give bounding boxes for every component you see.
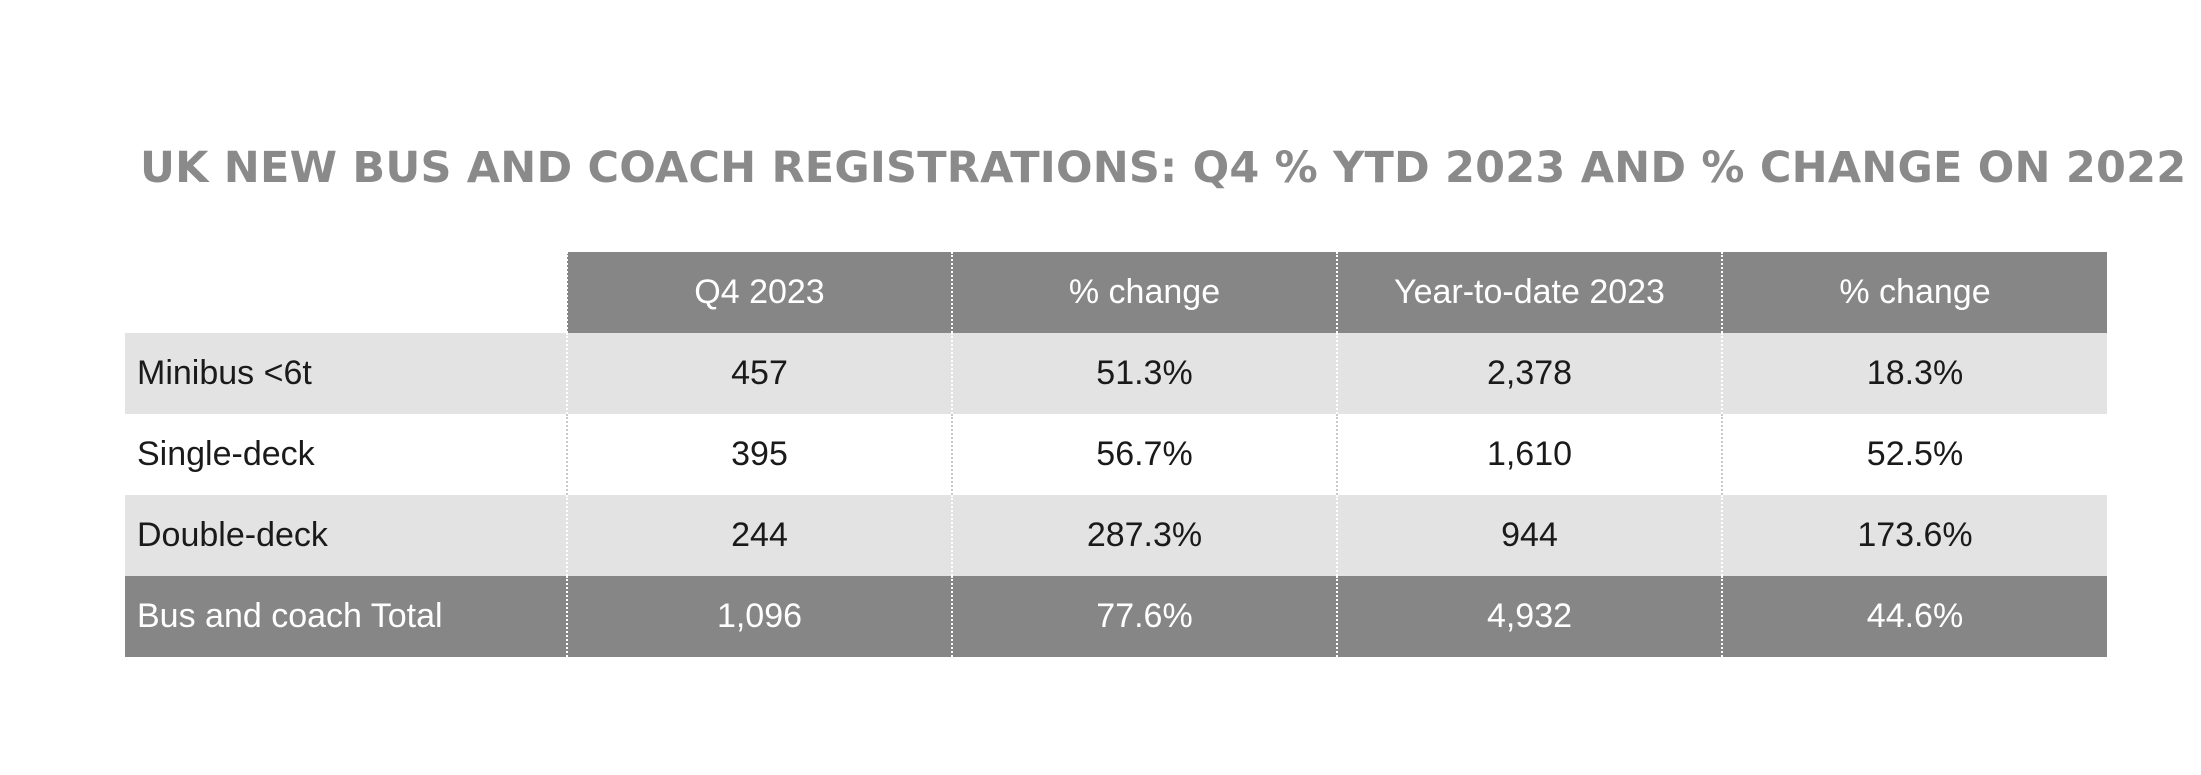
cell-ytd-percent-change: 18.3% <box>1721 333 2107 414</box>
total-row-label: Bus and coach Total <box>125 576 567 657</box>
row-label: Single-deck <box>125 414 567 495</box>
cell-q4-2023: 395 <box>566 414 952 495</box>
cell-q4-percent-change: 56.7% <box>951 414 1337 495</box>
header-ytd-2023: Year-to-date 2023 <box>1336 252 1722 333</box>
page-title: UK NEW BUS AND COACH REGISTRATIONS: Q4 %… <box>140 143 2187 193</box>
header-empty-cell <box>125 252 567 333</box>
total-ytd-2023: 4,932 <box>1336 576 1722 657</box>
header-q4-2023: Q4 2023 <box>566 252 952 333</box>
cell-ytd-percent-change: 52.5% <box>1721 414 2107 495</box>
cell-ytd-percent-change: 173.6% <box>1721 495 2107 576</box>
registrations-table: Q4 2023 % change Year-to-date 2023 % cha… <box>125 252 2107 657</box>
cell-q4-2023: 244 <box>566 495 952 576</box>
header-q4-percent-change: % change <box>951 252 1337 333</box>
table-row: Single-deck 395 56.7% 1,610 52.5% <box>125 414 2107 495</box>
total-q4-2023: 1,096 <box>566 576 952 657</box>
cell-q4-percent-change: 287.3% <box>951 495 1337 576</box>
total-ytd-percent-change: 44.6% <box>1721 576 2107 657</box>
cell-ytd-2023: 2,378 <box>1336 333 1722 414</box>
cell-q4-2023: 457 <box>566 333 952 414</box>
cell-ytd-2023: 944 <box>1336 495 1722 576</box>
row-label: Minibus <6t <box>125 333 567 414</box>
cell-q4-percent-change: 51.3% <box>951 333 1337 414</box>
header-ytd-percent-change: % change <box>1721 252 2107 333</box>
table-row: Double-deck 244 287.3% 944 173.6% <box>125 495 2107 576</box>
cell-ytd-2023: 1,610 <box>1336 414 1722 495</box>
row-label: Double-deck <box>125 495 567 576</box>
table-row: Minibus <6t 457 51.3% 2,378 18.3% <box>125 333 2107 414</box>
table-total-row: Bus and coach Total 1,096 77.6% 4,932 44… <box>125 576 2107 657</box>
table-header-row: Q4 2023 % change Year-to-date 2023 % cha… <box>125 252 2107 333</box>
total-q4-percent-change: 77.6% <box>951 576 1337 657</box>
